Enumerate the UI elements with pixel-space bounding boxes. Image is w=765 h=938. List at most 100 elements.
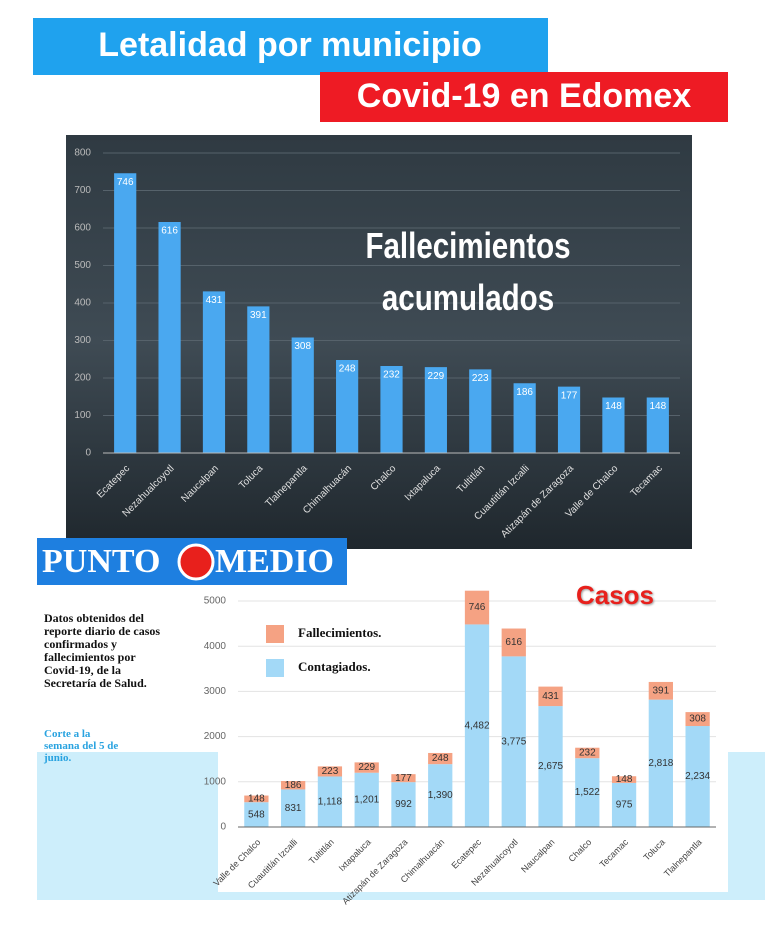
data-label: 308 [689, 714, 706, 725]
y-tick-label: 700 [74, 185, 91, 196]
data-label: 2,675 [538, 761, 563, 772]
y-tick-label: 5000 [204, 596, 227, 607]
data-label: 1,522 [575, 787, 600, 798]
data-label: 148 [248, 794, 265, 805]
data-label: 2,234 [685, 771, 710, 782]
logo-ball [177, 543, 215, 581]
data-label: 1,201 [354, 794, 379, 805]
data-label: 308 [294, 341, 311, 352]
bar [391, 782, 416, 827]
data-label: 148 [616, 774, 633, 785]
bar [424, 367, 447, 453]
legend-swatch [266, 625, 284, 643]
bar [317, 776, 343, 827]
data-label: 831 [285, 803, 302, 814]
bar [317, 766, 343, 777]
bar [247, 306, 270, 453]
bar [575, 747, 600, 759]
data-label: 248 [339, 364, 356, 375]
data-label: 746 [117, 177, 134, 188]
y-tick-label: 0 [85, 448, 91, 459]
bar [391, 774, 416, 783]
chart-title: Fallecimientos acumulados [365, 225, 571, 318]
bar [244, 802, 269, 827]
y-tick-label: 400 [74, 298, 91, 309]
bar [685, 726, 710, 827]
chart-title: Casos [575, 580, 655, 610]
data-label: 975 [616, 800, 633, 811]
y-tick-label: 600 [74, 223, 91, 234]
bar [602, 397, 625, 453]
bar [281, 789, 306, 827]
logo-text: PUNTO [42, 543, 160, 580]
bar [158, 222, 181, 453]
bar [114, 173, 137, 453]
bar [244, 795, 269, 803]
bar [557, 386, 581, 453]
data-label: 616 [505, 637, 522, 648]
data-label: 177 [561, 390, 578, 401]
note: Datos obtenidos del reporte diario de ca… [44, 611, 161, 690]
data-label: 148 [605, 401, 622, 412]
logo-text: MEDIO [215, 543, 334, 580]
y-tick-label: 500 [74, 260, 91, 271]
y-tick-label: 100 [74, 410, 91, 421]
legend-label: Fallecimientos. [298, 625, 381, 640]
data-label: 223 [472, 373, 489, 384]
bar [646, 397, 669, 453]
data-label: 248 [432, 753, 449, 764]
note: Corte a la semana del 5 de junio. [44, 728, 119, 764]
y-tick-label: 1000 [204, 776, 227, 787]
bar [538, 686, 563, 707]
bar [281, 781, 306, 790]
data-label: 229 [428, 371, 445, 382]
data-label: 391 [250, 310, 267, 321]
subtitle: Covid-19 en Edomex [357, 77, 692, 115]
data-label: 746 [469, 602, 486, 613]
title: Letalidad por municipio [98, 26, 481, 64]
bar [380, 366, 403, 453]
bar [469, 369, 492, 453]
data-label: 1,390 [428, 790, 453, 801]
data-label: 616 [161, 226, 178, 237]
data-label: 4,482 [464, 720, 489, 731]
data-label: 3,775 [501, 736, 526, 747]
bar [501, 656, 526, 827]
bar [291, 337, 314, 453]
bar [648, 681, 673, 700]
bar [648, 699, 673, 827]
data-label: 229 [358, 762, 375, 773]
y-tick-label: 200 [74, 373, 91, 384]
bar [685, 712, 710, 727]
bar [464, 590, 490, 625]
data-label: 992 [395, 799, 412, 810]
data-label: 548 [248, 809, 265, 820]
bar [202, 291, 226, 453]
data-label: 186 [516, 387, 533, 398]
bar [354, 762, 379, 773]
data-label: 1,118 [318, 796, 343, 807]
bar [575, 758, 600, 827]
data-label: 223 [322, 766, 339, 777]
data-label: 232 [383, 370, 400, 381]
data-label: 177 [395, 773, 412, 784]
subtitle-box [320, 72, 728, 122]
data-label: 431 [542, 691, 559, 702]
y-tick-label: 4000 [204, 641, 227, 652]
title-box [33, 18, 548, 75]
y-tick-label: 300 [74, 335, 91, 346]
data-label: 232 [579, 748, 596, 759]
legend-label: Contagiados. [298, 659, 371, 674]
bar [428, 764, 453, 827]
y-tick-label: 0 [220, 822, 226, 833]
data-label: 186 [285, 780, 302, 791]
data-label: 2,818 [648, 758, 673, 769]
bar [354, 772, 379, 827]
y-tick-label: 2000 [204, 731, 227, 742]
y-tick-label: 800 [74, 148, 91, 159]
data-label: 431 [206, 295, 223, 306]
data-label: 148 [649, 401, 666, 412]
bar [464, 624, 490, 827]
bar [611, 782, 637, 827]
